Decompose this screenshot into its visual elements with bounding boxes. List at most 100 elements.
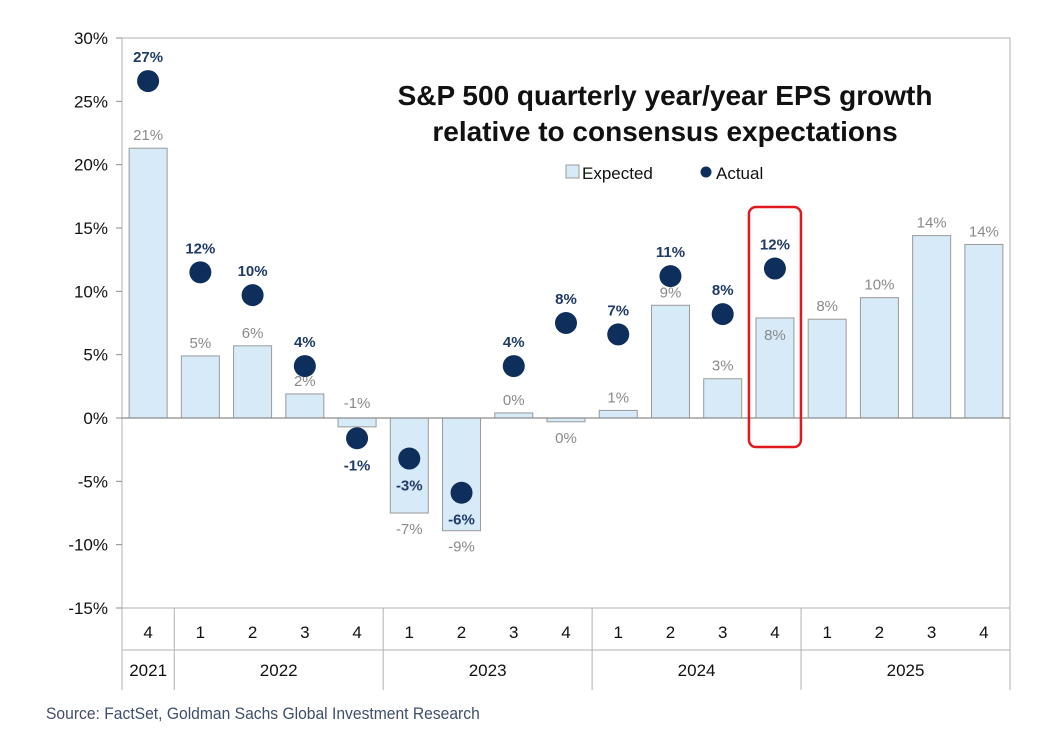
x-tick-label: 1 (822, 623, 831, 642)
x-tick-label: 1 (196, 623, 205, 642)
plot-frame (121, 37, 1011, 609)
actual-dot (241, 284, 264, 307)
expected-bar (337, 417, 377, 428)
expected-bar (442, 417, 482, 532)
expected-bar (964, 243, 1004, 419)
x-tick-label: 3 (927, 623, 936, 642)
year-label: 2023 (469, 661, 507, 680)
y-tick-label: 25% (74, 92, 108, 111)
x-tick-label: 3 (718, 623, 727, 642)
x-tick-label: 4 (979, 623, 988, 642)
actual-data-label: 4% (294, 334, 316, 351)
actual-dot (450, 481, 473, 504)
source-note: Source: FactSet, Goldman Sachs Global In… (46, 704, 480, 723)
expected-data-label: 21% (133, 127, 163, 144)
x-tick-label: 2 (666, 623, 675, 642)
x-tick-label: 2 (248, 623, 257, 642)
expected-bar (233, 345, 273, 419)
y-tick-label: 15% (74, 219, 108, 238)
y-tick-label: 5% (83, 346, 108, 365)
expected-data-label: 0% (555, 430, 577, 447)
actual-dot (607, 323, 630, 346)
x-tick-label: 1 (405, 623, 414, 642)
actual-dot (189, 261, 212, 284)
legend-actual-label: Actual (716, 164, 763, 183)
expected-data-label: 0% (503, 392, 525, 409)
expected-data-label: 2% (294, 373, 316, 390)
expected-bar (859, 297, 899, 419)
expected-bar (285, 393, 325, 419)
actual-dot (137, 70, 160, 93)
y-tick-label: 10% (74, 282, 108, 301)
year-label: 2025 (887, 661, 925, 680)
actual-data-label: 8% (555, 291, 577, 308)
year-label: 2024 (678, 661, 716, 680)
legend-expected-label: Expected (582, 164, 653, 183)
expected-bar (494, 412, 534, 419)
actual-dot (555, 312, 577, 334)
actual-data-label: 12% (760, 237, 790, 254)
legend-actual-marker (700, 166, 712, 178)
y-tick-label: 0% (83, 409, 108, 428)
year-label: 2022 (260, 661, 298, 680)
y-tick-label: -15% (68, 599, 108, 618)
actual-data-label: 4% (503, 334, 525, 351)
actual-dot (346, 427, 369, 450)
expected-data-label: 8% (764, 327, 786, 344)
actual-data-label: -3% (396, 478, 423, 495)
actual-data-label: -1% (344, 457, 371, 474)
expected-bar (650, 304, 690, 419)
y-tick-label: -10% (68, 536, 108, 555)
actual-dot (502, 355, 525, 378)
actual-dot (293, 355, 316, 378)
actual-dot (763, 257, 786, 280)
x-tick-label: 4 (561, 623, 570, 642)
x-tick-label: 1 (614, 623, 623, 642)
actual-dot (659, 265, 682, 288)
expected-data-label: 14% (917, 215, 947, 232)
x-tick-label: 2 (875, 623, 884, 642)
expected-bar (128, 147, 168, 419)
x-tick-label: 4 (143, 623, 152, 642)
expected-bar (598, 409, 638, 419)
expected-bar (807, 318, 847, 419)
x-tick-label: 4 (352, 623, 361, 642)
expected-data-label: 5% (190, 335, 212, 352)
expected-data-label: 9% (660, 284, 682, 301)
actual-data-label: 10% (238, 263, 268, 280)
y-tick-label: -5% (78, 472, 108, 491)
expected-data-label: -7% (396, 521, 423, 538)
expected-data-label: 10% (864, 277, 894, 294)
actual-data-label: 12% (185, 240, 215, 257)
expected-bar (755, 317, 795, 419)
actual-dot (711, 303, 734, 326)
chart-title-line2: relative to consensus expectations (432, 116, 897, 147)
legend-expected-swatch (565, 164, 580, 179)
expected-bar (703, 378, 743, 419)
actual-data-label: 8% (712, 282, 734, 299)
actual-dot (398, 447, 421, 470)
expected-data-label: -1% (344, 395, 371, 412)
x-tick-label: 3 (300, 623, 309, 642)
expected-data-label: 8% (816, 298, 838, 315)
chart-title-line1: S&P 500 quarterly year/year EPS growth (398, 80, 933, 111)
x-tick-label: 3 (509, 623, 518, 642)
y-tick-label: 20% (74, 156, 108, 175)
x-tick-label: 4 (770, 623, 779, 642)
expected-data-label: 6% (242, 325, 264, 342)
expected-data-label: 3% (712, 358, 734, 375)
expected-data-label: 1% (607, 389, 629, 406)
actual-data-label: 7% (607, 302, 629, 319)
y-tick-label: 30% (74, 29, 108, 48)
expected-bar (912, 235, 952, 419)
highlight-box (747, 205, 803, 449)
x-tick-label: 2 (457, 623, 466, 642)
expected-data-label: -9% (448, 539, 475, 556)
actual-data-label: 27% (133, 49, 163, 66)
year-label: 2021 (129, 661, 167, 680)
actual-data-label: -6% (448, 512, 475, 529)
expected-data-label: 14% (969, 223, 999, 240)
actual-data-label: 11% (656, 244, 685, 261)
